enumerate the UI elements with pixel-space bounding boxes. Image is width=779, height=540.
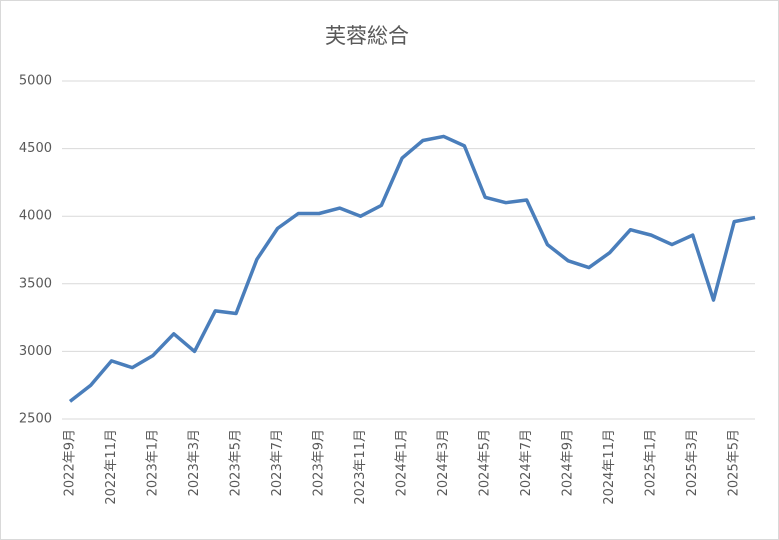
x-tick-label: 2024年9月 [561, 429, 576, 496]
x-tick-label: 2025年1月 [644, 429, 659, 496]
y-tick-label: 4000 [19, 209, 52, 224]
x-tick-label: 2025年3月 [685, 429, 700, 496]
y-tick-label: 3000 [19, 344, 52, 359]
x-tick-label: 2024年1月 [395, 429, 410, 496]
y-tick-label: 2500 [19, 412, 52, 427]
x-tick-label: 2023年5月 [229, 429, 244, 496]
x-tick-label: 2024年5月 [478, 429, 493, 496]
x-tick-label: 2024年3月 [436, 429, 451, 496]
chart-title: 芙蓉総合 [325, 24, 409, 48]
x-tick-label: 2023年3月 [187, 429, 202, 496]
x-tick-label: 2023年7月 [270, 429, 285, 496]
x-tick-label: 2024年11月 [602, 429, 617, 505]
x-tick-label: 2022年9月 [63, 429, 78, 496]
x-tick-label: 2023年9月 [312, 429, 327, 496]
y-tick-label: 4500 [19, 141, 52, 156]
x-tick-label: 2023年1月 [146, 429, 161, 496]
x-tick-label: 2025年5月 [727, 429, 742, 496]
y-tick-label: 3500 [19, 276, 52, 291]
data-line [68, 134, 756, 403]
y-tick-label: 5000 [19, 74, 52, 89]
x-tick-label: 2024年7月 [519, 429, 534, 496]
x-tick-label: 2022年11月 [104, 429, 119, 505]
x-tick-label: 2023年11月 [353, 429, 368, 505]
